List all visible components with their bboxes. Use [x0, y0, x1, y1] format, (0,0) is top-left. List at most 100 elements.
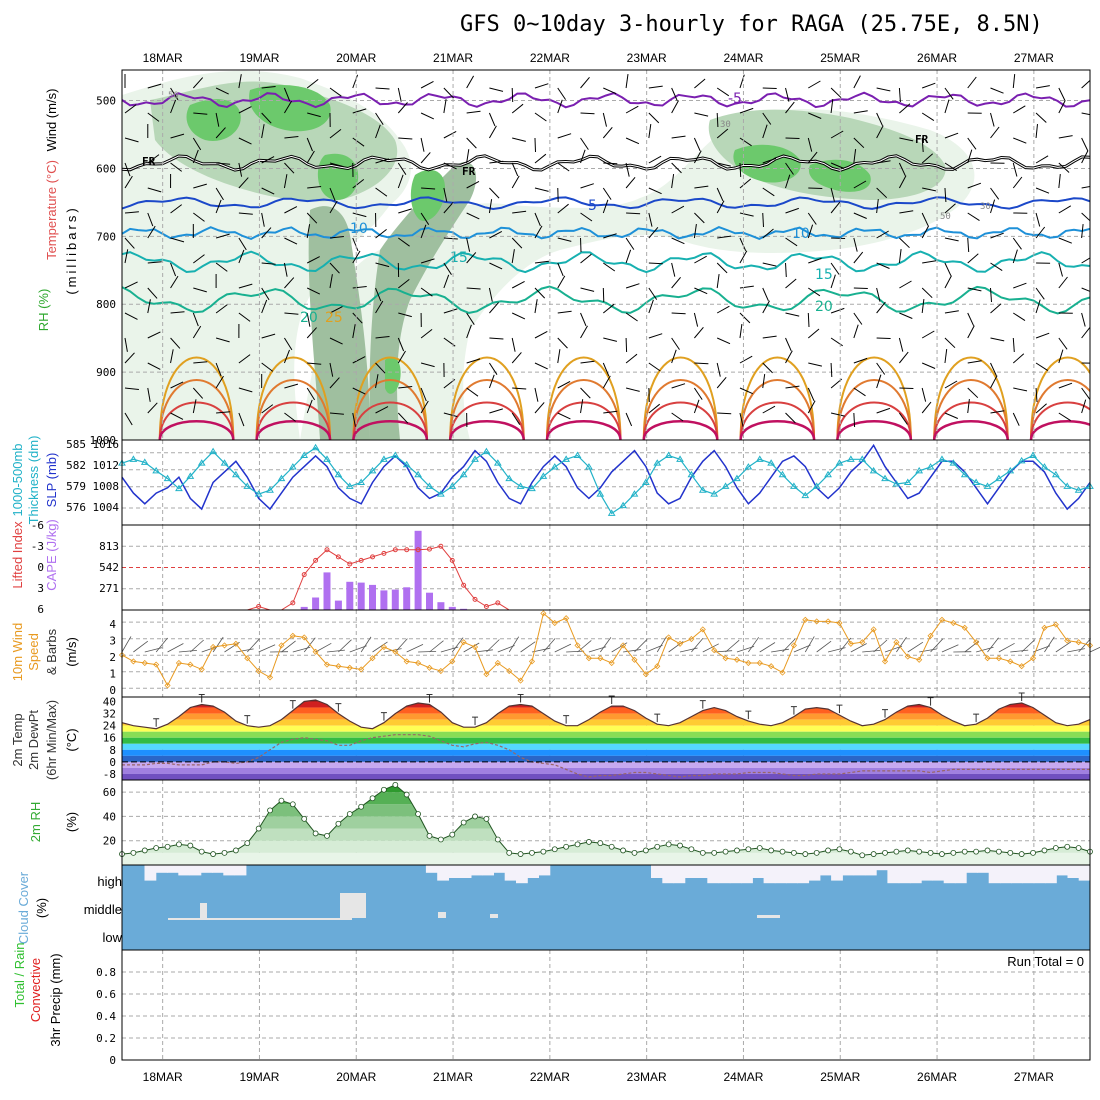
date-label-top: 27MAR — [1014, 51, 1054, 65]
wind-barb — [124, 175, 133, 189]
wind-barb — [170, 204, 183, 214]
cloud-high-gap — [921, 865, 933, 881]
ytick-lifted: 6 — [37, 603, 44, 616]
wind-barb — [147, 261, 162, 264]
wind-barb — [921, 212, 929, 226]
cloud-high-gap — [662, 865, 675, 884]
wind10-point — [1041, 624, 1048, 631]
wind-barb — [967, 325, 975, 339]
wind-barb — [967, 253, 979, 264]
wind-barb — [898, 87, 901, 103]
wind-barb — [626, 212, 641, 215]
wind-barb — [648, 112, 660, 124]
wind10-barb — [497, 645, 515, 653]
wind10-point — [654, 663, 661, 670]
lifted-index-point — [449, 557, 455, 563]
wind-barb — [785, 87, 790, 102]
cape-bar — [346, 581, 354, 610]
wind-barb — [876, 362, 886, 375]
ytick-lifted: -6 — [31, 519, 44, 532]
thickness-point — [790, 482, 798, 489]
wind-barb — [648, 403, 661, 414]
wind-barb — [443, 262, 452, 275]
wind-barb — [466, 252, 477, 264]
thickness-point — [197, 459, 206, 466]
wind-barb — [238, 387, 253, 393]
contour-boundary-layer — [642, 401, 719, 440]
wind-barb — [238, 283, 253, 289]
thickness-point — [664, 451, 673, 458]
wind-barb — [124, 412, 133, 426]
upper-air-panel: -5 FR FR FR 5 10 10 15 15 20 20 25 50 30… — [122, 70, 1090, 440]
wind-barb — [215, 375, 224, 389]
wind-barb — [466, 212, 480, 220]
rh2m-point — [1030, 849, 1036, 856]
ytick-precip: 0.6 — [96, 988, 116, 1001]
thickness-point — [266, 486, 274, 493]
wind-barb — [648, 262, 663, 265]
wind-barb — [648, 187, 662, 195]
rh2m-point — [722, 848, 729, 855]
thickness-point — [380, 455, 388, 462]
wind-barb — [739, 250, 748, 264]
wind-barb — [124, 162, 131, 177]
contour-boundary-layer — [1029, 420, 1090, 440]
freezing-label: FR — [915, 133, 929, 146]
rh2m-point — [734, 847, 740, 854]
wind-barb — [967, 287, 982, 292]
cloud-high-gap — [425, 865, 438, 873]
wind-barb — [238, 137, 252, 145]
cape-bar — [403, 587, 411, 610]
thickness-point — [1051, 470, 1060, 478]
wind-barb — [534, 112, 547, 122]
wind-barb — [807, 312, 810, 328]
wind-barb — [876, 374, 882, 389]
rh2m-point — [574, 841, 581, 848]
wind-barb — [170, 133, 185, 139]
wind-barb — [785, 312, 800, 317]
wind-barb — [648, 155, 662, 164]
axis-title-dewpt2m: 2m DewPt — [26, 710, 41, 770]
wind-barb — [602, 126, 613, 139]
thickness-point — [676, 455, 684, 462]
date-label-bottom: 20MAR — [336, 1070, 376, 1084]
wind10-point — [859, 639, 866, 646]
wind-barb — [807, 328, 820, 339]
cloud-high-gap — [707, 865, 720, 884]
wind-barb — [375, 262, 390, 268]
contour-label-15: 15 — [450, 250, 468, 266]
wind-barb — [170, 162, 183, 172]
wind10-barb — [1089, 646, 1100, 653]
contour-boundary-layer — [448, 420, 525, 440]
wind-barb — [124, 352, 135, 364]
wind-barb — [1012, 353, 1025, 364]
wind-barb — [716, 305, 730, 314]
wind-barb — [215, 199, 222, 214]
wind-barb — [192, 149, 199, 164]
wind-barb — [671, 162, 682, 174]
wind10-point — [255, 667, 262, 675]
rh2m-point — [403, 791, 410, 798]
wind-barb — [648, 333, 663, 339]
wind-barb — [1012, 74, 1016, 89]
cloud-high-gap — [752, 865, 765, 878]
wind10-point — [141, 659, 148, 667]
wind-barb — [967, 212, 980, 222]
contour-label-20: 20 — [815, 299, 833, 315]
wind10-barb — [862, 650, 881, 653]
wind-barb — [1081, 224, 1084, 239]
axis-title-barbs: & Barbs — [44, 628, 59, 675]
wind10-point — [1075, 639, 1082, 646]
lifted-index-point — [495, 600, 501, 606]
wind-barb — [1058, 237, 1072, 244]
cloud-high-gap — [696, 865, 708, 878]
wind-barb — [853, 324, 859, 339]
thickness-point — [846, 455, 855, 462]
wind-barb — [238, 249, 245, 264]
rh-label: 50 — [940, 212, 951, 222]
cloud-high-gap — [774, 865, 787, 884]
minmax-mark — [198, 694, 205, 703]
wind-barb — [944, 87, 954, 100]
wind-barb — [808, 187, 823, 189]
minmax-mark — [745, 710, 752, 720]
